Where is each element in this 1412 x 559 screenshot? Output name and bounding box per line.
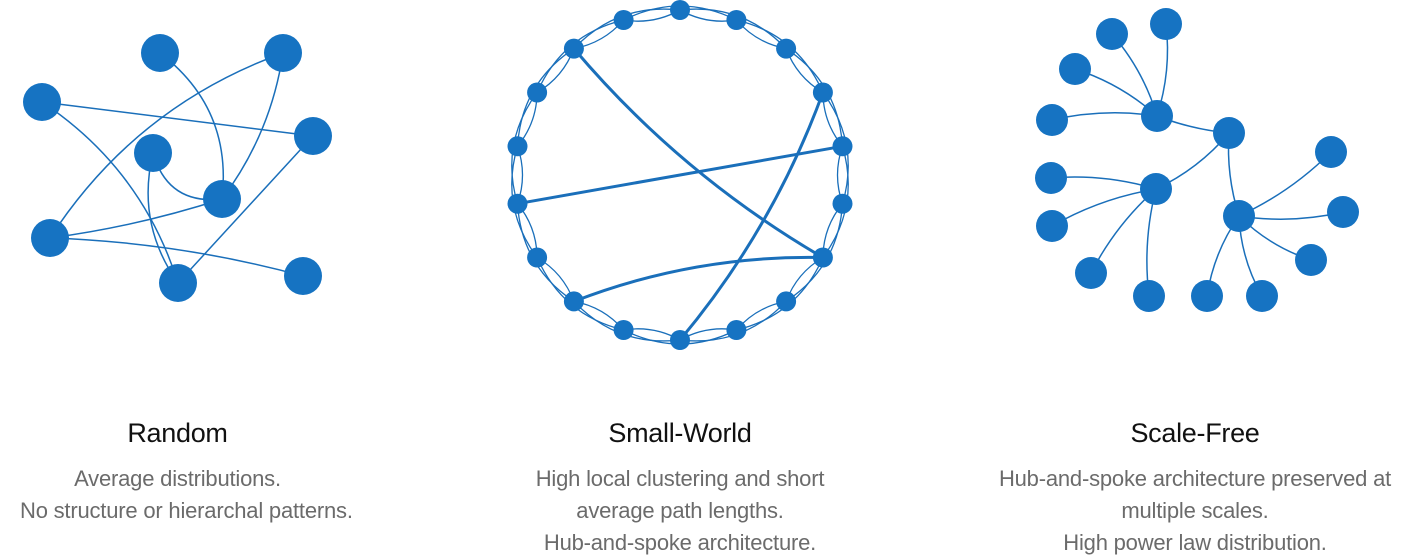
- small-world-description-line: High local clustering and short: [535, 466, 825, 491]
- small-world-edge: [536, 257, 624, 331]
- scale-free-hub-node: [1140, 173, 1172, 205]
- small-world-network: [507, 0, 853, 350]
- scale-free-leaf-node: [1191, 280, 1223, 312]
- small-world-node: [613, 320, 634, 340]
- scale-free-edge: [1051, 188, 1157, 227]
- scale-free-leaf-node: [1133, 280, 1165, 312]
- small-world-shortcut-edge: [572, 47, 824, 259]
- random-edge: [41, 101, 179, 284]
- scale-free-hub-node: [1141, 100, 1173, 132]
- scale-free-caption: Scale-Free Hub-and-spoke architecture pr…: [995, 417, 1395, 559]
- small-world-shortcut-edge: [573, 255, 823, 303]
- small-world-node: [507, 136, 528, 157]
- scale-free-description-line: High power law distribution.: [1063, 530, 1327, 555]
- small-world-node: [527, 82, 548, 103]
- scale-free-description-line: multiple scales.: [1121, 498, 1269, 523]
- scale-free-leaf-node: [1059, 53, 1091, 85]
- small-world-node: [832, 193, 853, 214]
- random-title: Random: [127, 418, 228, 448]
- random-node: [23, 83, 61, 121]
- scale-free-edge: [1146, 188, 1157, 297]
- random-edge: [41, 101, 314, 137]
- small-world-caption: Small-World High local clustering and sh…: [515, 417, 845, 559]
- scale-free-leaf-node: [1035, 162, 1067, 194]
- small-world-node: [670, 0, 690, 20]
- scale-free-leaf-node: [1075, 257, 1107, 289]
- small-world-edge: [736, 19, 824, 93]
- small-world-shortcut-edge: [678, 91, 825, 341]
- scale-free-leaf-node: [1295, 244, 1327, 276]
- random-node: [134, 134, 172, 172]
- scale-free-leaf-node: [1246, 280, 1278, 312]
- scale-free-leaf-node: [1036, 210, 1068, 242]
- small-world-node: [812, 82, 833, 103]
- scale-free-leaf-node: [1315, 136, 1347, 168]
- random-edge: [49, 52, 284, 239]
- scale-free-edge: [1238, 151, 1332, 217]
- random-edge: [49, 237, 304, 277]
- random-node: [31, 219, 69, 257]
- small-world-node: [563, 291, 584, 312]
- scale-free-leaf-node: [1150, 8, 1182, 40]
- small-world-node: [527, 247, 548, 268]
- scale-free-title: Scale-Free: [1130, 418, 1260, 448]
- small-world-node: [507, 193, 528, 214]
- small-world-title: Small-World: [608, 418, 752, 448]
- random-node: [159, 264, 197, 302]
- random-edge: [177, 135, 314, 284]
- small-world-edge: [736, 257, 824, 331]
- small-world-node: [776, 38, 797, 59]
- random-node: [284, 257, 322, 295]
- small-world-node: [670, 330, 690, 350]
- small-world-node: [613, 10, 634, 30]
- random-description-line: Average distributions.: [74, 466, 281, 491]
- scale-free-description-line: Hub-and-spoke architecture preserved at: [998, 466, 1392, 491]
- small-world-node: [776, 291, 797, 312]
- small-world-shortcut-edge: [517, 144, 843, 206]
- random-caption: Random Average distributions. No structu…: [20, 417, 353, 527]
- random-network: [23, 34, 332, 302]
- random-node: [203, 180, 241, 218]
- random-description-line: No structure or hierarchal patterns.: [20, 498, 353, 523]
- small-world-description-line: Hub-and-spoke architecture.: [543, 530, 817, 555]
- scale-free-leaf-node: [1096, 18, 1128, 50]
- small-world-node: [726, 10, 747, 30]
- scale-free-leaf-node: [1036, 104, 1068, 136]
- random-node: [264, 34, 302, 72]
- small-world-node: [812, 247, 833, 268]
- small-world-description-line: average path lengths.: [576, 498, 784, 523]
- scale-free-hub-node: [1223, 200, 1255, 232]
- random-edge: [49, 198, 223, 239]
- random-node: [294, 117, 332, 155]
- random-node: [141, 34, 179, 72]
- scale-free-network: [1035, 8, 1359, 312]
- small-world-node: [563, 38, 584, 59]
- random-edge: [159, 52, 225, 200]
- scale-free-hub-node: [1213, 117, 1245, 149]
- small-world-node: [832, 136, 853, 157]
- small-world-node: [726, 320, 747, 340]
- scale-free-leaf-node: [1327, 196, 1359, 228]
